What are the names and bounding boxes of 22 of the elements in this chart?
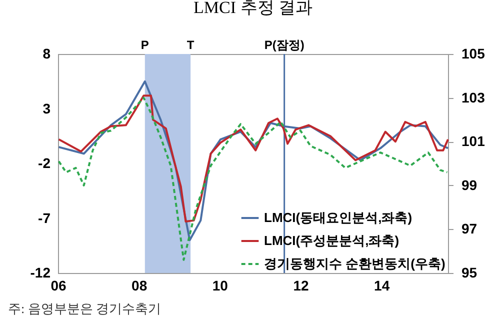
y-tick-label: 8 <box>42 46 51 62</box>
y2-tick-label: 105 <box>462 46 486 62</box>
x-tick-label: 10 <box>212 278 228 294</box>
y-tick-label: -2 <box>38 155 51 171</box>
y-tick-label: -12 <box>30 264 51 280</box>
x-tick-label: 12 <box>293 278 309 294</box>
y2-tick-label: 103 <box>462 89 486 106</box>
y2-tick-label: 101 <box>462 133 486 150</box>
text: 주: 음영부분은 경기수축기 <box>8 300 162 318</box>
line-series <box>58 94 449 223</box>
y-tick-label: 3 <box>42 100 51 116</box>
y2-tick-label: 97 <box>462 220 478 237</box>
chart-title: LMCI 추정 결과 <box>194 0 312 17</box>
annotation: T <box>186 38 195 52</box>
y2-tick-label: 95 <box>462 264 478 280</box>
x-tick-label: 14 <box>374 278 390 294</box>
x-tick-label: 08 <box>132 278 148 294</box>
x-tick-label: 06 <box>50 278 66 294</box>
annotation: P <box>140 38 149 52</box>
y-tick-label: -7 <box>38 210 51 226</box>
ref-line-label: P(잠정) <box>264 38 304 52</box>
y2-tick-label: 99 <box>462 176 478 193</box>
